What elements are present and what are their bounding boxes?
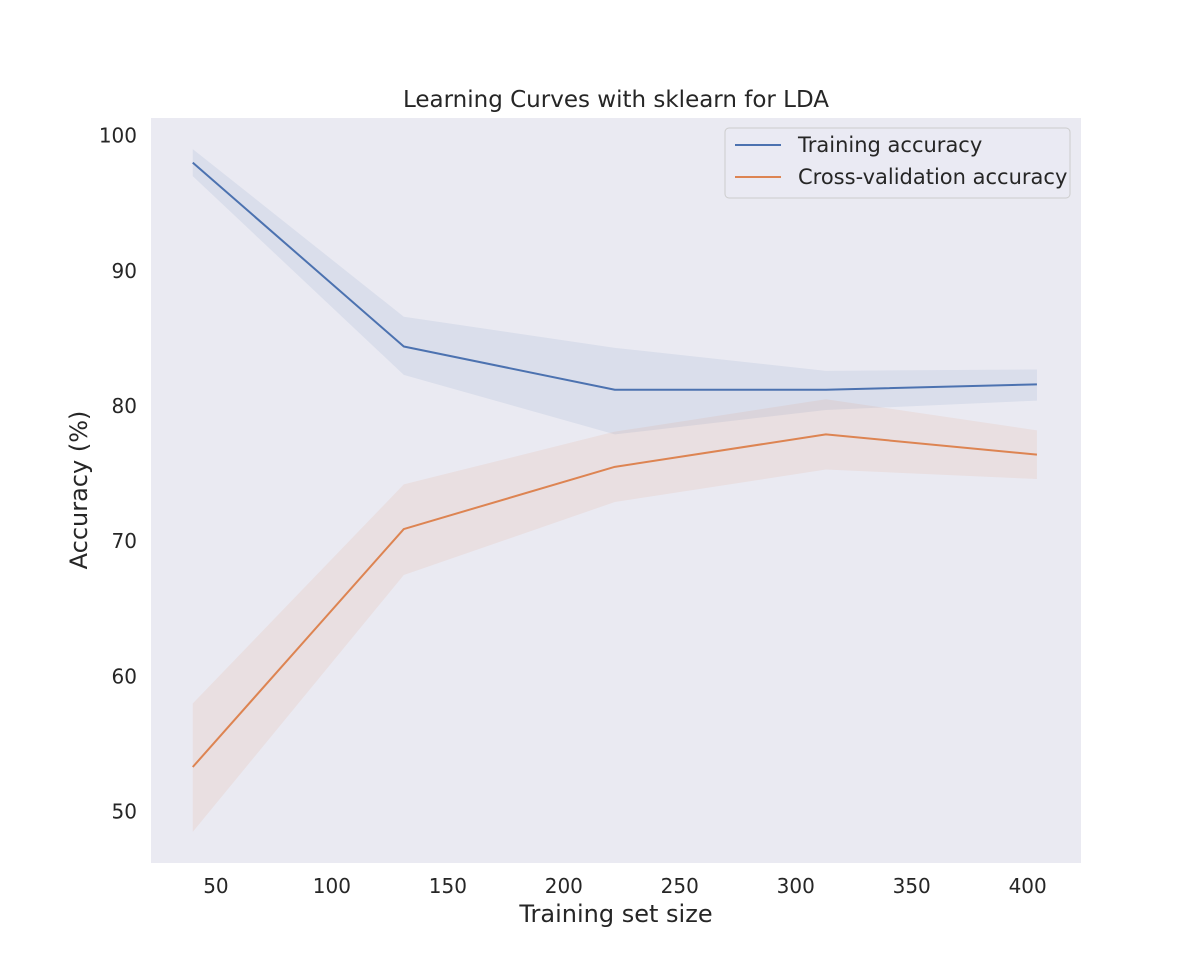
plot-area — [151, 118, 1081, 863]
y-tick-labels: 50 60 70 80 90 100 — [99, 124, 137, 824]
y-axis-label: Accuracy (%) — [65, 411, 93, 570]
y-tick-label: 60 — [112, 664, 137, 688]
x-tick-label: 250 — [661, 874, 699, 898]
legend-box — [724, 127, 1071, 199]
legend-label-cross-validation: Cross-validation accuracy — [798, 165, 1067, 189]
y-tick-label: 80 — [112, 394, 137, 418]
x-tick-label: 150 — [429, 874, 467, 898]
legend: Training accuracy Cross-validation accur… — [724, 127, 1071, 199]
training-accuracy-band — [192, 149, 1037, 435]
x-tick-label: 200 — [545, 874, 583, 898]
x-tick-label: 400 — [1009, 874, 1047, 898]
cross-validation-accuracy-line — [191, 433, 1038, 768]
x-tick-label: 350 — [893, 874, 931, 898]
x-tick-labels: 50 100 150 200 250 300 350 400 — [203, 874, 1047, 898]
chart-title: Learning Curves with sklearn for LDA — [403, 87, 829, 113]
training-accuracy-line — [192, 161, 1037, 391]
x-tick-label: 100 — [313, 874, 351, 898]
y-tick-label: 50 — [112, 800, 137, 824]
x-tick-label: 300 — [777, 874, 815, 898]
x-axis-label: Training set size — [518, 900, 712, 928]
y-tick-label: 100 — [99, 124, 137, 148]
y-tick-label: 70 — [112, 529, 137, 553]
y-tick-label: 90 — [112, 259, 137, 283]
cross-validation-accuracy-band — [192, 399, 1037, 832]
series-lines — [191, 161, 1038, 768]
confidence-bands — [192, 149, 1037, 832]
x-tick-label: 50 — [203, 874, 228, 898]
legend-label-training: Training accuracy — [797, 133, 982, 157]
